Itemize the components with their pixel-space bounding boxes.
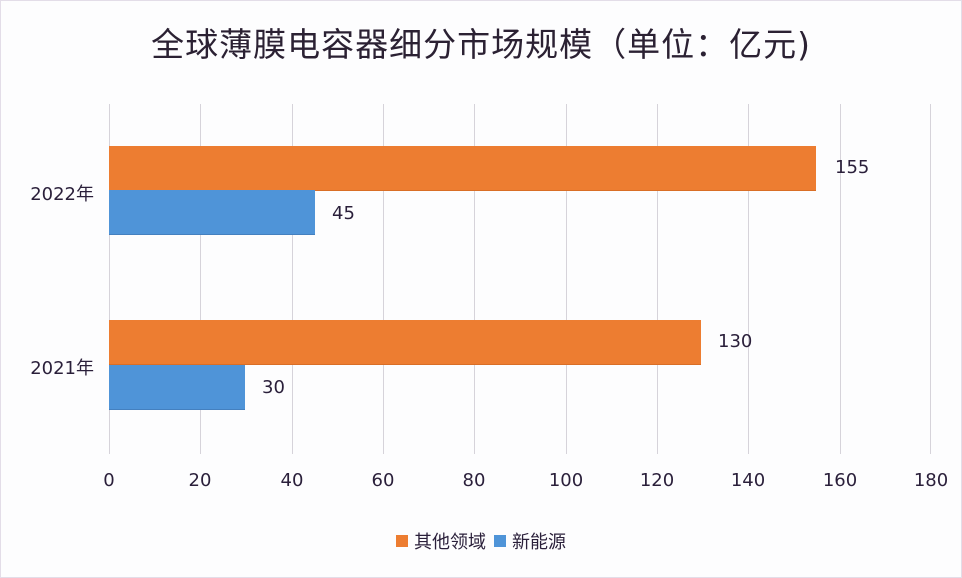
x-tick-80: 80 <box>462 470 486 491</box>
bar-2021-other <box>109 320 701 365</box>
category-label-2022: 2022年 <box>30 184 94 205</box>
legend-swatch-orange-icon <box>396 535 408 547</box>
gridline-80 <box>474 104 475 454</box>
gridline-160 <box>840 104 841 454</box>
gridline-0 <box>109 104 110 454</box>
legend-item-new-energy[interactable]: 新能源 <box>494 528 566 554</box>
category-label-2021: 2021年 <box>30 358 94 379</box>
gridline-120 <box>657 104 658 454</box>
gridline-180 <box>930 104 931 454</box>
plot-area <box>109 104 931 454</box>
gridline-100 <box>566 104 567 454</box>
data-label-2021-other: 130 <box>718 331 753 352</box>
legend-item-other[interactable]: 其他领域 <box>396 528 486 554</box>
x-tick-120: 120 <box>639 470 675 491</box>
chart-title: 全球薄膜电容器细分市场规模（单位：亿元) <box>151 25 811 64</box>
data-label-2022-new-energy: 45 <box>332 203 355 224</box>
x-tick-100: 100 <box>548 470 584 491</box>
data-label-2021-new-energy: 30 <box>262 377 285 398</box>
gridline-60 <box>383 104 384 454</box>
bar-2022-new-energy <box>109 190 315 235</box>
legend-swatch-blue-icon <box>494 535 506 547</box>
x-tick-180: 180 <box>913 470 949 491</box>
gridline-140 <box>748 104 749 454</box>
bar-2022-other <box>109 146 816 191</box>
x-tick-60: 60 <box>371 470 395 491</box>
gridline-20 <box>200 104 201 454</box>
legend-label-other: 其他领域 <box>414 532 486 553</box>
x-tick-0: 0 <box>103 470 115 491</box>
data-label-2022-other: 155 <box>835 157 870 178</box>
legend-label-new-energy: 新能源 <box>512 532 566 553</box>
x-tick-20: 20 <box>188 470 212 491</box>
x-tick-140: 140 <box>730 470 766 491</box>
gridline-40 <box>292 104 293 454</box>
bar-2021-new-energy <box>109 365 245 410</box>
legend: 其他领域 新能源 <box>0 528 962 554</box>
x-tick-160: 160 <box>822 470 858 491</box>
x-tick-40: 40 <box>280 470 304 491</box>
